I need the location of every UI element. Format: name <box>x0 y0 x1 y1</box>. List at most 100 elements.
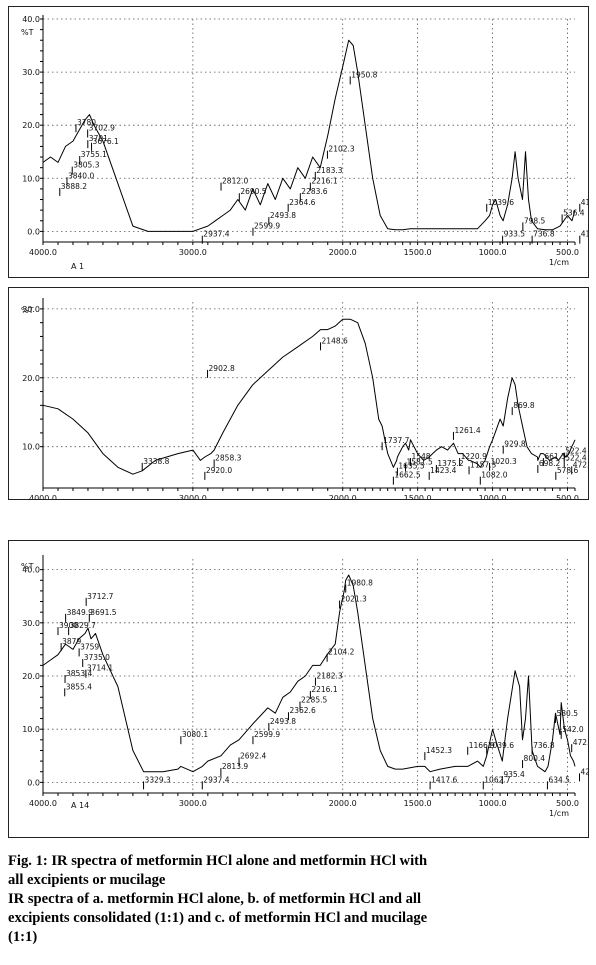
peak-label: 798.5 <box>524 216 546 225</box>
peak-label: 472.5 <box>573 738 588 747</box>
y-tick-label: 0.0 <box>27 227 40 236</box>
spectrum-line <box>42 318 576 475</box>
y-tick-label: 20.0 <box>22 672 40 681</box>
y-tick-label: 10.0 <box>22 174 40 183</box>
peak-label: 2937.4 <box>203 775 229 784</box>
x-tick-label: 1500.0 <box>404 799 432 808</box>
x-tick-label: 4000.0 <box>29 248 57 257</box>
peak-label: 2920.0 <box>206 466 232 475</box>
sample-label: A 1 <box>71 262 84 271</box>
peak-label: 3900 <box>59 621 78 630</box>
peak-label: 542.0 <box>562 725 584 734</box>
peak-label: 736.8 <box>533 741 555 750</box>
peak-label: 3329.3 <box>145 775 171 784</box>
peak-label: 3702.9 <box>89 124 115 133</box>
y-axis-label: %T <box>21 28 34 37</box>
peak-label: 3676.1 <box>93 137 119 146</box>
y-tick-label: 30.0 <box>22 619 40 628</box>
x-tick-label: 1000.0 <box>479 494 507 499</box>
y-axis-label: %T <box>21 306 34 315</box>
peak-label: 1980.8 <box>347 579 373 588</box>
peak-label: 2690.5 <box>240 187 266 196</box>
peak-label: 2493.8 <box>270 717 296 726</box>
caption-line-5: (1:1) <box>8 929 38 945</box>
peak-label: 2692.4 <box>240 751 266 760</box>
peak-label: 3888.2 <box>61 182 87 191</box>
x-tick-label: 2000.0 <box>329 494 357 499</box>
peak-label: 1082.0 <box>481 471 507 480</box>
spectrum-panel-a14: 40.0 30.0 20.0 10.0 0.0 4000.0 3000.0 2000.0 150… <box>8 540 589 838</box>
peak-label: 3840.0 <box>68 171 94 180</box>
y-tick-label: 40.0 <box>22 566 40 575</box>
peak-label: 2493.8 <box>270 211 296 220</box>
peak-label: 2599.9 <box>254 222 280 231</box>
peak-label: 2813.9 <box>222 762 248 771</box>
y-tick-label: 20.0 <box>22 374 40 383</box>
spectrum-panel-a1: 40.0 30.0 20.0 10.0 0.0 4000.0 3000.0 2000.0 150… <box>8 6 589 278</box>
peak-label: 1157.3 <box>470 460 496 469</box>
x-tick-label: 3000.0 <box>179 248 207 257</box>
y-tick-label: 10.0 <box>22 725 40 734</box>
peak-label: 3735.0 <box>84 653 110 662</box>
peak-label: 935.4 <box>503 770 525 779</box>
x-tick-label: 1500.0 <box>404 494 432 499</box>
x-tick-label: 500.0 <box>556 494 579 499</box>
x-tick-label: 1000.0 <box>479 248 507 257</box>
caption-line-3: IR spectra of a. metformin HCl alone, b.… <box>8 891 422 907</box>
peak-label: 522.4 <box>565 453 587 462</box>
spectrum-chart-a1: 40.0 30.0 20.0 10.0 0.0 4000.0 3000.0 2000.0 150… <box>21 15 588 271</box>
y-tick-label: 20.0 <box>22 121 40 130</box>
peak-label: 1261.4 <box>454 426 480 435</box>
peak-label: 3855.4 <box>66 682 92 691</box>
peak-label: 1166.9 <box>469 741 495 750</box>
peak-label: 1417.6 <box>431 775 457 784</box>
peak-label: 1423.4 <box>430 466 456 475</box>
peak-label: 2858.3 <box>215 453 241 462</box>
x-tick-label: 2000.0 <box>329 799 357 808</box>
peak-label: 1039.6 <box>488 741 514 750</box>
spectrum-line <box>42 574 576 773</box>
peak-label: 1375.2 <box>437 459 463 468</box>
spectrum-chart-a13: 30.0 20.0 10.0 4000.0 3000.0 2000.0 1500.0 1000… <box>21 298 588 499</box>
peak-label: 2104.2 <box>328 648 354 657</box>
peak-label: 420.5 <box>580 767 588 776</box>
peak-label: 2148.6 <box>322 336 348 345</box>
peak-label: 2285.5 <box>301 696 327 705</box>
peak-label: 3780 <box>77 118 96 127</box>
peak-label: 2599.9 <box>254 730 280 739</box>
peak-label: 1581.5 <box>407 458 433 467</box>
peak-label: 578.6 <box>557 466 579 475</box>
peak-label: 3691.5 <box>90 608 116 617</box>
peak-label: 2812.0 <box>222 177 248 186</box>
peak-label: 1039.6 <box>488 198 514 207</box>
y-axis-label: %T <box>21 562 34 571</box>
peak-label: 2216.1 <box>311 177 337 186</box>
x-axis-label: 1/cm <box>549 809 569 818</box>
spectrum-line <box>42 39 576 232</box>
x-tick-label: 500.0 <box>556 248 579 257</box>
peak-label: 800.4 <box>524 754 546 763</box>
x-tick-label: 500.0 <box>556 799 579 808</box>
peak-label: 2216.1 <box>311 685 337 694</box>
figure-caption: Fig. 1: IR spectra of metformin HCl alon… <box>8 852 592 947</box>
peak-label: 522.4 <box>565 447 587 456</box>
peak-label: 418.5 <box>581 198 588 207</box>
peak-label: 3712.7 <box>87 592 113 601</box>
x-tick-label: 3000.0 <box>179 494 207 499</box>
peak-label: 3829.7 <box>70 621 96 630</box>
x-tick-label: 1500.0 <box>404 248 432 257</box>
x-tick-label: 1000.0 <box>479 799 507 808</box>
peak-label: 3701 <box>89 134 108 143</box>
peak-label: 869.8 <box>513 401 535 410</box>
y-tick-label: 30.0 <box>22 68 40 77</box>
peak-label: 736.8 <box>533 230 555 239</box>
caption-line-2: all excipients or mucilage <box>8 872 166 888</box>
peak-label: 3080.1 <box>182 730 208 739</box>
x-tick-label: 3000.0 <box>179 799 207 808</box>
peak-label: 933.5 <box>504 230 526 239</box>
peak-label: 1452.3 <box>426 746 452 755</box>
peak-label: 2283.6 <box>301 187 327 196</box>
x-tick-label: 2000.0 <box>329 248 357 257</box>
peak-label: 2182.3 <box>316 672 342 681</box>
peak-label: 2183.3 <box>316 166 342 175</box>
